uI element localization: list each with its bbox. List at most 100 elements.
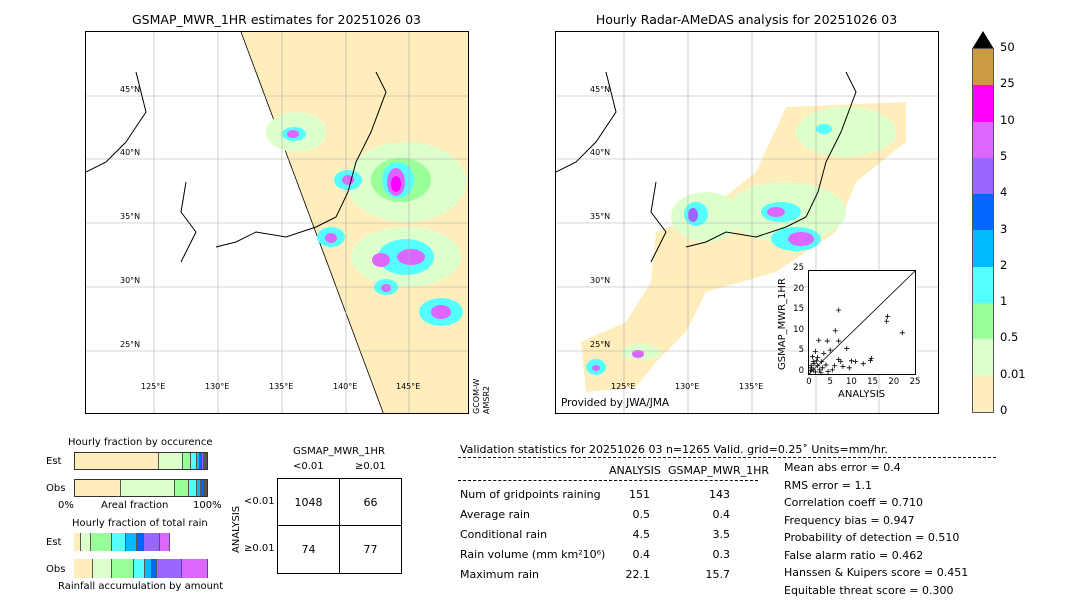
scatter-point [812, 348, 818, 354]
bar-segment [197, 480, 202, 496]
scatter-xtick: 15 [867, 377, 879, 387]
scatter-xtick: 10 [845, 377, 857, 387]
stat-analysis-value: 0.4 [632, 548, 651, 561]
bar-segment [203, 480, 206, 496]
occurrence-xlabel: Areal fraction [101, 500, 169, 511]
bar-segment [199, 453, 203, 469]
colorbar-segment [973, 375, 993, 412]
score-line: RMS error = 1.1 [784, 478, 872, 492]
scatter-point [809, 365, 815, 371]
colorbar-label: 5 [1000, 148, 1008, 163]
colorbar-segment [973, 266, 993, 304]
colorbar-segment [973, 157, 993, 195]
bar-segment [197, 453, 200, 469]
lon-label: 135°E [269, 382, 294, 391]
scatter-point [816, 337, 822, 343]
stat-label: Average rain [460, 508, 530, 521]
bar-segment [190, 453, 198, 469]
scatter-point [825, 369, 831, 375]
scatter-xtick: 20 [888, 377, 900, 387]
scatter-ytick: 20 [793, 283, 804, 294]
scatter-point [820, 365, 826, 371]
stat-analysis-value: 4.5 [632, 528, 651, 541]
bar-segment [206, 480, 208, 496]
left-map [85, 31, 469, 414]
scatter-point [884, 313, 890, 319]
bar-segment [134, 559, 145, 578]
col-label-0: <0.01 [293, 461, 324, 472]
bar-segment [159, 453, 183, 469]
lat-label: 25°N [590, 340, 611, 349]
scatter-point [814, 355, 820, 361]
bar-segment [174, 480, 190, 496]
bar-segment [111, 533, 127, 551]
right-map-canvas [556, 32, 938, 413]
bar-segment [80, 533, 92, 551]
stat-label: Rain volume (mm km²10⁶) [460, 548, 606, 561]
bar-segment [159, 533, 171, 551]
scatter-point [860, 361, 866, 367]
bar-segment [75, 480, 121, 496]
stat-analysis-value: 151 [629, 488, 650, 501]
scatter-point [867, 357, 873, 363]
colorbar-extend-arrow [972, 31, 994, 49]
cell-hit: 77 [339, 525, 402, 574]
scatter-point [814, 358, 820, 364]
col-label-1: ≥0.01 [355, 461, 386, 472]
left-map-canvas [86, 32, 468, 413]
colorbar-label: 50 [1000, 40, 1015, 54]
lon-label: 125°E [611, 382, 636, 391]
coastline [86, 71, 387, 263]
scatter-point [807, 368, 813, 374]
scatter-point [829, 367, 835, 373]
scatter-point [836, 307, 842, 313]
totalrain-est-bar [74, 533, 171, 551]
tick-100pct: 100% [193, 500, 222, 511]
stat-label: Conditional rain [460, 528, 548, 541]
lat-label: 45°N [590, 85, 611, 94]
scatter-ylabel: GSMAP_MWR_1HR [777, 278, 788, 370]
sensor-label-2: AMSR2 [482, 385, 491, 414]
col-gsmap: GSMAP_MWR_1HR [668, 464, 770, 477]
colorbar-label: 2 [1000, 257, 1008, 272]
bar-segment [144, 559, 152, 578]
colorbar-segment [973, 121, 993, 158]
colorbar [972, 48, 994, 413]
scatter-point [853, 359, 859, 365]
lat-label: 30°N [590, 276, 611, 285]
score-line: Mean abs error = 0.4 [784, 461, 901, 474]
totalrain-title: Hourly fraction of total rain [72, 518, 208, 529]
cell-hit-none: 1048 [277, 478, 340, 526]
lat-label: 30°N [120, 276, 141, 285]
bar-segment [189, 480, 198, 496]
left-map-title: GSMAP_MWR_1HR estimates for 20251026 03 [132, 12, 421, 27]
bar-segment [206, 453, 208, 469]
stat-label: Maximum rain [460, 568, 539, 581]
occurrence-est-bar [74, 452, 208, 470]
lon-label: 130°E [675, 382, 700, 391]
cell-miss: 74 [277, 525, 340, 574]
lat-label: 25°N [120, 340, 141, 349]
row-label-1: ≥0.01 [244, 543, 275, 554]
bar-segment [74, 559, 93, 578]
colorbar-label: 0.01 [1000, 366, 1026, 381]
scatter-point [840, 364, 846, 370]
lon-label: 140°E [333, 382, 358, 391]
lon-label: 130°E [205, 382, 230, 391]
scatter-point [848, 358, 854, 364]
scatter-point [827, 347, 833, 353]
scatter-point [838, 359, 844, 365]
bar-segment [92, 559, 112, 578]
scatter-point [821, 350, 827, 356]
colorbar-label: 25 [1000, 76, 1015, 91]
scatter-point [899, 330, 905, 336]
contingency-row-title: ANALYSIS [231, 505, 242, 553]
colorbar-segment [973, 85, 993, 122]
bar-segment [126, 533, 137, 551]
bar-segment [91, 533, 112, 551]
colorbar-segment [973, 230, 993, 267]
lon-label: 125°E [141, 382, 166, 391]
bar-segment [201, 480, 204, 496]
scatter-ytick: 5 [798, 345, 804, 356]
contingency-col-title: GSMAP_MWR_1HR [293, 446, 385, 457]
